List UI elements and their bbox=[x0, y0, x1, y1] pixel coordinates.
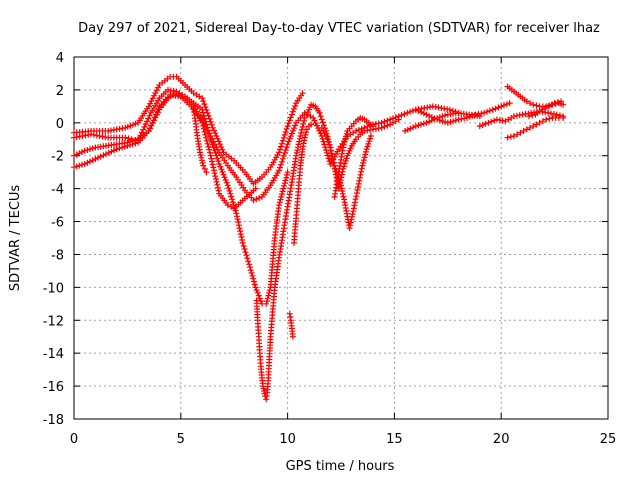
y-tick-label: -12 bbox=[43, 314, 64, 329]
y-tick-label: -4 bbox=[51, 183, 64, 198]
x-tick-label: 20 bbox=[493, 432, 510, 447]
data-series bbox=[291, 121, 315, 246]
data-series bbox=[71, 86, 291, 307]
data-series bbox=[190, 103, 210, 176]
data-point-markers bbox=[286, 310, 296, 340]
data-point-markers bbox=[71, 73, 306, 187]
y-tick-label: 4 bbox=[56, 51, 64, 66]
data-point-markers bbox=[504, 83, 567, 110]
data-series bbox=[318, 124, 374, 232]
data-series bbox=[526, 98, 564, 120]
x-tick-label: 5 bbox=[177, 432, 185, 447]
data-point-markers bbox=[526, 98, 564, 120]
data-point-markers bbox=[318, 124, 374, 232]
data-series bbox=[253, 114, 308, 403]
x-tick-label: 0 bbox=[70, 432, 78, 447]
data-point-markers bbox=[331, 114, 376, 200]
y-tick-label: 0 bbox=[56, 117, 64, 132]
data-point-markers bbox=[253, 114, 308, 403]
data-series bbox=[71, 91, 259, 212]
data-series bbox=[504, 114, 567, 141]
data-point-markers bbox=[71, 86, 291, 307]
y-tick-label: -2 bbox=[51, 150, 64, 165]
data-point-markers bbox=[412, 100, 513, 126]
data-series bbox=[412, 100, 513, 126]
x-axis-label: GPS time / hours bbox=[286, 459, 395, 474]
x-tick-label: 15 bbox=[386, 432, 403, 447]
y-tick-label: -10 bbox=[43, 281, 64, 296]
data-point-markers bbox=[71, 91, 259, 212]
y-axis-label: SDTVAR / TECUs bbox=[8, 185, 23, 292]
chart-title: Day 297 of 2021, Sidereal Day-to-day VTE… bbox=[78, 21, 600, 36]
y-tick-label: -6 bbox=[51, 216, 64, 231]
data-series bbox=[71, 73, 306, 187]
x-tick-label: 10 bbox=[279, 432, 296, 447]
data-series bbox=[331, 114, 376, 200]
y-tick-label: -18 bbox=[43, 413, 64, 428]
y-tick-labels: -18 -16 -14 -12 -10 -8 -6 -4 -2 0 2 4 bbox=[43, 51, 64, 428]
data-point-markers bbox=[504, 114, 567, 141]
data-point-markers bbox=[291, 121, 315, 246]
y-tick-label: -14 bbox=[43, 347, 64, 362]
plot-frame bbox=[73, 56, 609, 420]
x-tick-label: 25 bbox=[600, 432, 617, 447]
data-series bbox=[303, 101, 402, 192]
y-tick-label: -16 bbox=[43, 380, 64, 395]
data-series bbox=[286, 310, 296, 340]
y-tick-label: 2 bbox=[56, 84, 64, 99]
axis-ticks bbox=[73, 56, 609, 420]
y-tick-label: -8 bbox=[51, 248, 64, 263]
data-series bbox=[504, 83, 567, 110]
data-point-markers bbox=[303, 101, 402, 192]
data-points bbox=[71, 73, 567, 403]
data-point-markers bbox=[190, 103, 210, 176]
x-tick-labels: 0 5 10 15 20 25 bbox=[70, 432, 616, 447]
